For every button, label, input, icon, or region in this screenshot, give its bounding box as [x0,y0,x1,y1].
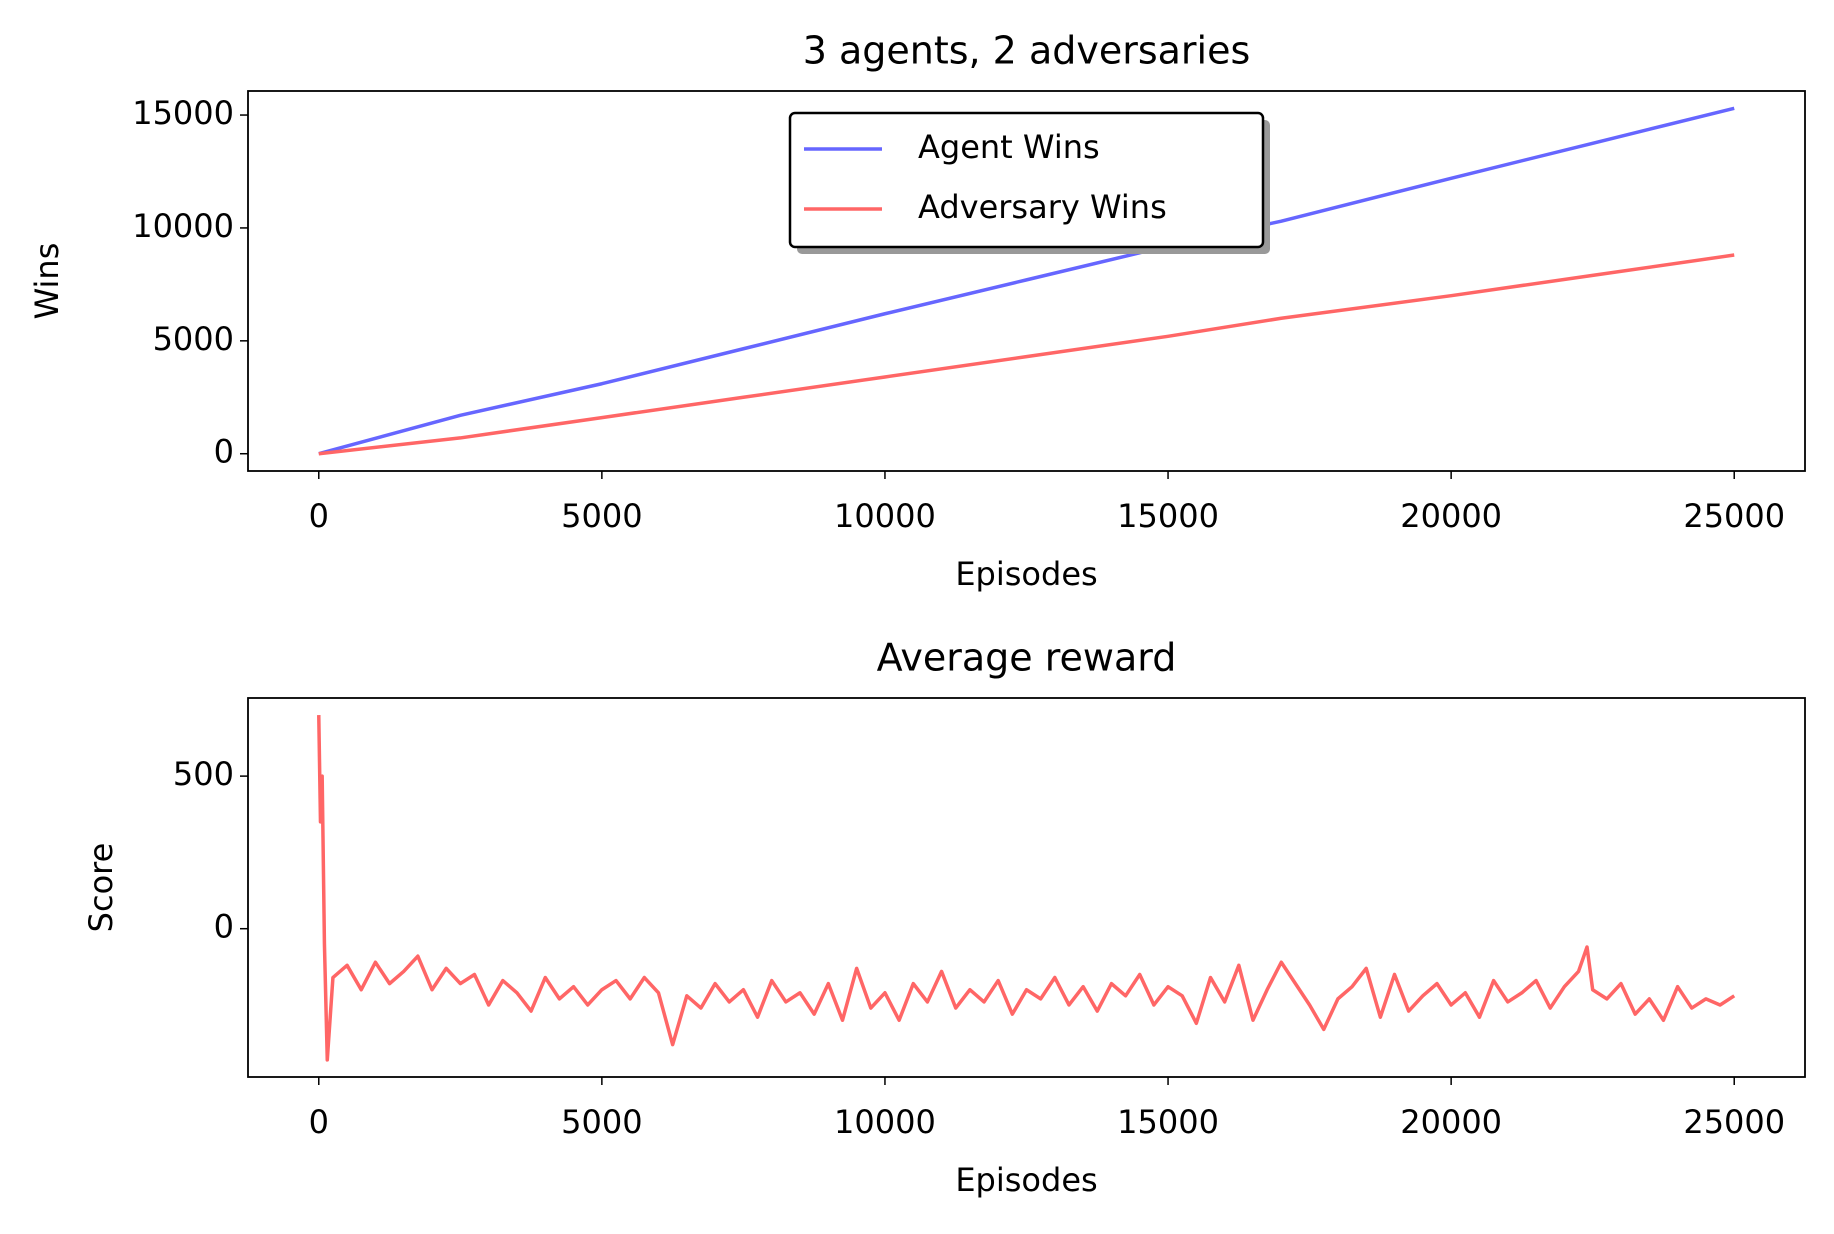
legend-label: Agent Wins [918,128,1100,166]
y-axis-label: Score [82,843,120,933]
x-tick-label: 5000 [561,497,642,535]
x-tick-label: 10000 [834,497,936,535]
x-tick-label: 10000 [834,1103,936,1141]
y-tick-label: 0 [214,433,234,471]
x-tick-label: 15000 [1117,1103,1219,1141]
legend-box [788,111,1265,249]
x-axis-label: Episodes [955,555,1097,593]
y-tick-label: 5000 [153,320,234,358]
x-tick-label: 20000 [1400,1103,1502,1141]
chart-title: Average reward [877,636,1177,680]
x-tick-label: 25000 [1683,1103,1785,1141]
x-tick-label: 15000 [1117,497,1219,535]
y-tick-label: 10000 [132,207,234,245]
x-tick-label: 20000 [1400,497,1502,535]
data-line [318,106,1735,456]
legend-label: Adversary Wins [918,188,1167,226]
plot-frame [247,90,1806,472]
x-tick-label: 5000 [561,1103,642,1141]
y-tick-label: 15000 [132,94,234,132]
x-tick-label: 25000 [1683,497,1785,535]
y-tick-label: 500 [173,755,234,793]
y-tick-label: 0 [214,908,234,946]
x-axis-label: Episodes [955,1161,1097,1199]
chart-title: 3 agents, 2 adversaries [803,29,1251,73]
plot-frame [247,697,1806,1078]
y-axis-label: Wins [28,243,66,320]
data-line [318,253,1735,456]
data-line [317,715,1736,1062]
x-tick-label: 0 [309,1103,329,1141]
x-tick-label: 0 [309,497,329,535]
